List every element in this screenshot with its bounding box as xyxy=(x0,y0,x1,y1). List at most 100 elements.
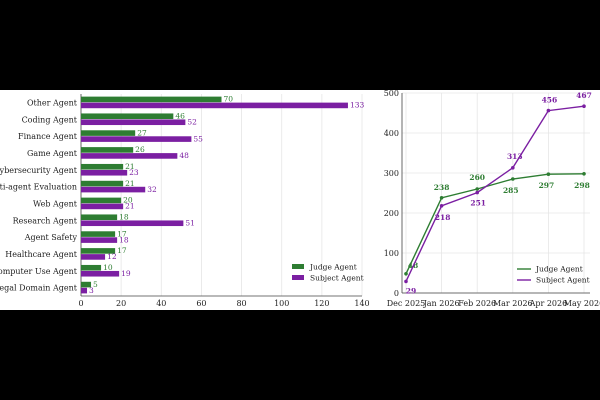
category-label: Game Agent xyxy=(27,149,78,158)
y-tick-label: 200 xyxy=(384,209,399,218)
y-tick-label: 400 xyxy=(384,129,399,138)
judge-bar xyxy=(81,130,136,136)
data-point xyxy=(404,279,408,284)
subject-bar xyxy=(81,254,106,260)
category-label: Research Agent xyxy=(13,216,78,225)
legend-label: Judge Agent xyxy=(309,263,357,272)
x-tick-label: 100 xyxy=(274,299,289,308)
y-tick-label: 0 xyxy=(394,289,399,298)
bar-value-label: 46 xyxy=(175,112,185,121)
category-label: Cybersecurity Agent xyxy=(0,166,78,175)
bar-value-label: 10 xyxy=(103,263,113,272)
x-tick-label: 20 xyxy=(116,299,126,308)
x-tick-label: 140 xyxy=(354,299,369,308)
judge-bar xyxy=(81,281,92,288)
bar-chart: 0 20 40 60 80 100 120 140 Other Agent 70 133 Coding… xyxy=(0,94,370,308)
data-label: 313 xyxy=(507,152,523,161)
data-label: 285 xyxy=(503,186,519,195)
legend-label: Subject Agent xyxy=(536,276,590,285)
category-label: Computer Use Agent xyxy=(0,267,78,276)
judge-bar xyxy=(81,96,222,103)
data-label: 238 xyxy=(434,183,450,192)
subject-line xyxy=(405,105,585,282)
data-point xyxy=(511,166,515,170)
data-label: 297 xyxy=(539,181,555,190)
chart-panel: 0 20 40 60 80 100 120 140 Other Agent 70 133 Coding… xyxy=(0,90,600,310)
data-point xyxy=(439,196,444,200)
bar-value-label: 51 xyxy=(185,219,195,228)
subject-bar xyxy=(81,102,348,109)
data-label: 456 xyxy=(542,96,558,105)
bar-value-label: 20 xyxy=(123,196,133,205)
subject-bar xyxy=(81,153,178,159)
judge-bar xyxy=(81,214,118,221)
bar-value-label: 133 xyxy=(350,101,365,110)
data-point xyxy=(582,172,586,176)
data-point xyxy=(475,187,479,191)
x-tick-label: 0 xyxy=(78,299,83,308)
x-tick-label: May 2026 xyxy=(564,299,600,308)
legend-label: Subject Agent xyxy=(310,274,364,283)
x-tick-label: Feb 2026 xyxy=(458,299,496,308)
judge-bar xyxy=(81,197,122,204)
data-point xyxy=(475,190,479,195)
x-tick-label: Jan 2026 xyxy=(423,299,460,308)
data-label: 298 xyxy=(574,181,590,190)
subject-bar xyxy=(81,136,192,142)
y-tick-label: 100 xyxy=(384,249,399,258)
category-label: Web Agent xyxy=(33,199,78,208)
bar-value-label: 17 xyxy=(117,246,127,255)
subject-bar xyxy=(81,287,88,294)
legend-label: Judge Agent xyxy=(535,265,583,274)
bar-value-label: 21 xyxy=(125,162,135,171)
data-point xyxy=(582,104,586,108)
legend-swatch xyxy=(292,264,304,269)
data-label: 467 xyxy=(576,91,592,100)
data-label: 251 xyxy=(470,199,486,208)
bar-value-label: 21 xyxy=(125,179,135,188)
bar-value-label: 27 xyxy=(137,128,147,137)
x-tick-label: Dec 2025 xyxy=(387,299,426,308)
bar-value-label: 52 xyxy=(187,118,197,127)
bar-value-label: 70 xyxy=(224,95,234,104)
judge-bar xyxy=(81,231,116,237)
bar-value-label: 48 xyxy=(179,151,189,160)
subject-bar xyxy=(81,186,146,193)
bar-value-label: 3 xyxy=(89,286,94,295)
subject-bar xyxy=(81,270,120,277)
y-tick-label: 300 xyxy=(384,169,399,178)
data-label: 218 xyxy=(435,213,451,222)
data-point xyxy=(439,204,444,208)
bar-value-label: 55 xyxy=(193,134,203,143)
category-label: Multi-agent Evaluation xyxy=(0,183,77,192)
data-point xyxy=(404,272,408,276)
bar-value-label: 18 xyxy=(119,235,129,244)
category-label: Agent Safety xyxy=(24,233,78,242)
subject-bar xyxy=(81,169,128,176)
judge-bar xyxy=(81,180,124,187)
bar-value-label: 23 xyxy=(129,168,139,177)
category-label: Healthcare Agent xyxy=(5,250,78,259)
x-tick-label: 60 xyxy=(196,299,206,308)
bar-value-label: 19 xyxy=(121,269,131,278)
bar-value-label: 12 xyxy=(107,252,117,261)
judge-bar xyxy=(81,147,134,153)
category-label: Other Agent xyxy=(27,98,78,107)
judge-bar xyxy=(81,113,174,120)
category-label: Legal Domain Agent xyxy=(0,284,78,293)
bar-value-label: 26 xyxy=(135,145,145,154)
subject-bar xyxy=(81,119,186,126)
data-label: 260 xyxy=(469,173,485,182)
legend-swatch xyxy=(292,275,304,280)
data-label: 29 xyxy=(406,286,416,295)
data-point xyxy=(511,177,515,181)
x-tick-label: Apr 2026 xyxy=(529,299,568,308)
bar-value-label: 32 xyxy=(147,185,157,194)
bar-value-label: 17 xyxy=(117,229,127,238)
subject-bar xyxy=(81,237,118,243)
bar-value-label: 5 xyxy=(93,280,98,289)
bar-value-label: 21 xyxy=(125,202,135,211)
judge-bar xyxy=(81,163,124,170)
judge-bar xyxy=(81,248,116,254)
